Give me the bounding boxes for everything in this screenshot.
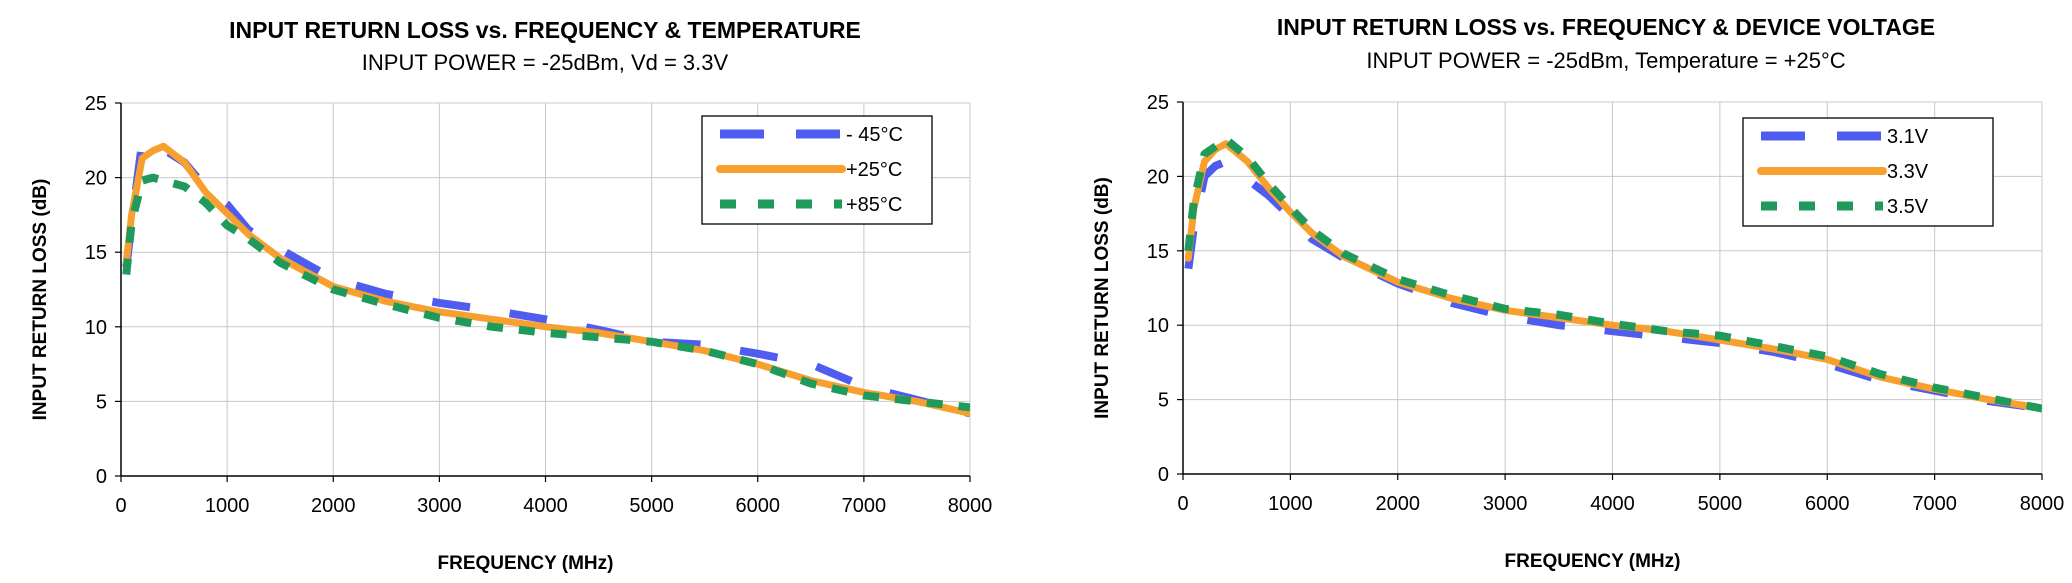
- chart-subtitle: INPUT POWER = -25dBm, Vd = 3.3V: [362, 50, 729, 75]
- x-tick-label: 3000: [1483, 493, 1528, 515]
- x-tick-label: 0: [1177, 493, 1188, 515]
- legend-label-0: - 45°C: [846, 124, 903, 146]
- x-axis-title: FREQUENCY (MHz): [438, 553, 614, 574]
- chart-title: INPUT RETURN LOSS vs. FREQUENCY & DEVICE…: [1277, 14, 1935, 40]
- legend-label-1: 3.3V: [1887, 161, 1929, 183]
- legend-label-0: 3.1V: [1887, 126, 1929, 148]
- x-axis-title: FREQUENCY (MHz): [1505, 551, 1681, 572]
- x-tick-label: 6000: [736, 495, 781, 517]
- series-line-0: [122, 137, 970, 418]
- x-tick-label: 5000: [1698, 493, 1743, 515]
- x-tick-label: 8000: [948, 495, 993, 517]
- x-tick-label: 2000: [1376, 493, 1421, 515]
- chart-device-voltage-svg: INPUT RETURN LOSS vs. FREQUENCY & DEVICE…: [1092, 14, 2065, 572]
- chart-temperature-svg: INPUT RETURN LOSS vs. FREQUENCY & TEMPER…: [30, 17, 993, 574]
- chart-device-voltage: INPUT RETURN LOSS vs. FREQUENCY & DEVICE…: [1036, 0, 2072, 583]
- legend-label-1: +25°C: [846, 159, 902, 181]
- x-tick-label: 1000: [205, 495, 250, 517]
- y-tick-label: 25: [1147, 92, 1169, 114]
- chart-title: INPUT RETURN LOSS vs. FREQUENCY & TEMPER…: [229, 17, 861, 43]
- chart-temperature: INPUT RETURN LOSS vs. FREQUENCY & TEMPER…: [30, 17, 993, 574]
- x-tick-label: 6000: [1805, 493, 1850, 515]
- x-tick-label: 1000: [1268, 493, 1313, 515]
- y-tick-label: 5: [1158, 390, 1169, 412]
- x-tick-label: 3000: [417, 495, 462, 517]
- x-tick-label: 4000: [523, 495, 568, 517]
- series-line-2: [122, 173, 970, 412]
- x-tick-label: 4000: [1590, 493, 1635, 515]
- y-axis-title: INPUT RETURN LOSS (dB): [30, 179, 51, 421]
- x-tick-label: 0: [115, 495, 126, 517]
- y-tick-label: 25: [85, 93, 107, 115]
- x-tick-label: 7000: [1912, 493, 1957, 515]
- y-axis-title: INPUT RETURN LOSS (dB): [1092, 177, 1113, 419]
- y-tick-label: 20: [85, 168, 107, 190]
- series-line-0: [1184, 157, 2042, 413]
- legend-label-2: 3.5V: [1887, 196, 1929, 218]
- y-tick-label: 10: [1147, 315, 1169, 337]
- x-tick-label: 8000: [2020, 493, 2065, 515]
- y-tick-label: 15: [1147, 241, 1169, 263]
- y-tick-label: 15: [85, 242, 107, 264]
- y-tick-label: 0: [96, 466, 107, 488]
- legend-label-2: +85°C: [846, 194, 902, 216]
- x-tick-label: 7000: [842, 495, 887, 517]
- y-tick-label: 20: [1147, 166, 1169, 188]
- x-tick-label: 2000: [311, 495, 356, 517]
- y-tick-label: 5: [96, 391, 107, 413]
- x-tick-label: 5000: [629, 495, 674, 517]
- y-tick-label: 0: [1158, 464, 1169, 486]
- series-line-2: [1184, 135, 2042, 413]
- chart-subtitle: INPUT POWER = -25dBm, Temperature = +25°…: [1366, 48, 1845, 73]
- y-tick-label: 10: [85, 317, 107, 339]
